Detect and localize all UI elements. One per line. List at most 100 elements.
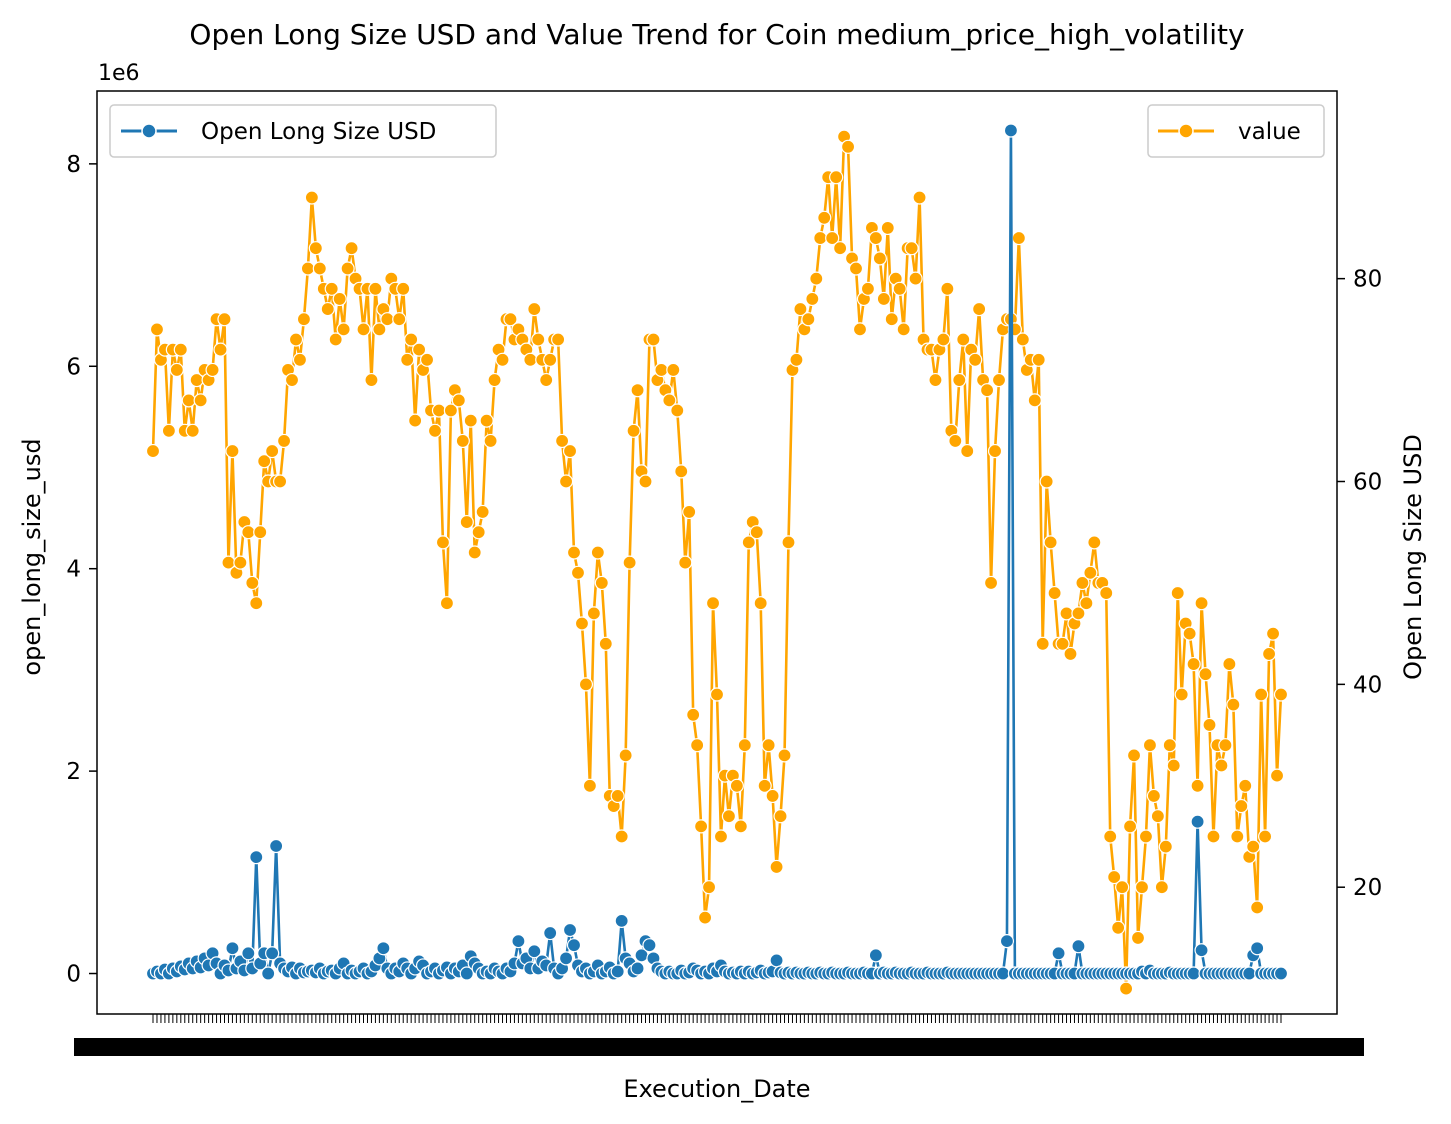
value-point xyxy=(503,312,518,327)
right-axis-label: Open Long Size USD xyxy=(1399,434,1427,680)
value-point xyxy=(1170,585,1185,601)
open-long-size-usd-point xyxy=(1003,123,1019,138)
value-point xyxy=(539,372,554,388)
value-point xyxy=(1230,829,1245,844)
value-point xyxy=(1234,798,1249,814)
value-point xyxy=(987,443,1003,459)
open-long-size-usd-point xyxy=(249,850,264,865)
value-point xyxy=(273,474,288,489)
value-point xyxy=(451,393,466,408)
value-point xyxy=(1154,880,1169,895)
value-point xyxy=(825,230,840,246)
value-point xyxy=(1063,646,1078,662)
open-long-size-usd-point xyxy=(558,951,574,966)
value-point xyxy=(570,565,586,580)
value-point xyxy=(590,545,605,560)
open-long-size-usd-point xyxy=(269,838,284,854)
value-point xyxy=(697,910,713,925)
value-point xyxy=(292,352,308,367)
value-point xyxy=(368,281,383,296)
value-point xyxy=(459,514,474,530)
value-point xyxy=(145,443,161,459)
value-point xyxy=(1182,626,1197,641)
open-long-size-usd-point xyxy=(376,941,391,956)
value-point xyxy=(213,342,228,357)
value-point xyxy=(912,190,927,205)
value-point xyxy=(991,372,1007,388)
value-point xyxy=(1031,352,1046,367)
open-long-size-usd-point xyxy=(459,966,474,981)
value-point xyxy=(721,809,737,824)
value-point xyxy=(979,383,995,398)
left-tick-label: 4 xyxy=(66,557,81,583)
value-point xyxy=(733,819,748,834)
value-point xyxy=(793,301,808,317)
value-point xyxy=(443,403,458,418)
left-tick-label: 6 xyxy=(66,354,81,380)
value-point xyxy=(876,291,891,307)
open-long-size-usd-point xyxy=(511,934,526,949)
value-point xyxy=(336,322,351,337)
value-point xyxy=(936,332,951,347)
open-long-size-usd-point xyxy=(630,961,645,976)
value-point xyxy=(149,322,165,337)
value-point xyxy=(928,372,943,388)
value-point xyxy=(1150,809,1165,824)
value-point xyxy=(817,210,832,225)
right-tick-label: 40 xyxy=(1353,672,1382,698)
right-axis-ticks: 20 40 60 80 xyxy=(1337,267,1382,901)
value-point xyxy=(400,352,415,367)
value-point xyxy=(773,809,788,824)
value-point xyxy=(1218,738,1233,753)
value-point xyxy=(670,403,685,418)
open-long-size-usd-point xyxy=(566,938,582,953)
value-point xyxy=(908,271,923,286)
value-point xyxy=(531,332,546,347)
open-long-size-usd-point xyxy=(995,966,1011,981)
value-point xyxy=(356,322,371,337)
value-point xyxy=(185,423,200,438)
value-point xyxy=(833,241,848,256)
value-point xyxy=(455,433,470,449)
value-point xyxy=(813,230,828,246)
open-long-size-usd-point xyxy=(261,966,276,981)
value-point xyxy=(713,829,729,844)
value-point xyxy=(690,738,705,753)
value-point xyxy=(630,383,645,398)
value-point xyxy=(551,332,566,347)
open-long-size-usd-point xyxy=(1186,966,1201,981)
left-tick-label: 0 xyxy=(66,962,81,988)
value-point xyxy=(1138,829,1154,844)
value-point xyxy=(848,261,864,276)
value-point xyxy=(880,220,895,236)
value-point xyxy=(257,454,272,469)
value-point xyxy=(1115,880,1130,895)
value-point xyxy=(392,312,407,327)
value-point xyxy=(284,372,300,388)
value-point xyxy=(1011,230,1026,246)
value-point xyxy=(253,525,268,540)
open-long-size-usd-point xyxy=(610,964,625,979)
value-point xyxy=(1134,880,1150,895)
open-long-size-usd-point xyxy=(1071,939,1086,954)
value-point xyxy=(1162,738,1177,753)
value-point xyxy=(749,525,764,540)
value-point xyxy=(364,372,379,388)
value-point xyxy=(344,241,359,256)
value-point xyxy=(312,261,327,276)
value-point xyxy=(288,332,304,347)
value-point xyxy=(169,362,184,378)
value-point xyxy=(249,596,264,611)
value-point xyxy=(666,362,681,378)
open-long-size-usd-point xyxy=(225,941,240,956)
open-long-size-usd-point xyxy=(642,938,657,953)
value-point xyxy=(217,312,232,327)
value-point xyxy=(578,677,594,692)
open-long-size-usd-point xyxy=(562,922,578,938)
value-point xyxy=(960,443,975,459)
value-point xyxy=(809,271,824,286)
left-axis-offset-text: 1e6 xyxy=(98,61,140,86)
value-point xyxy=(523,352,538,367)
right-tick-label: 60 xyxy=(1353,470,1382,496)
